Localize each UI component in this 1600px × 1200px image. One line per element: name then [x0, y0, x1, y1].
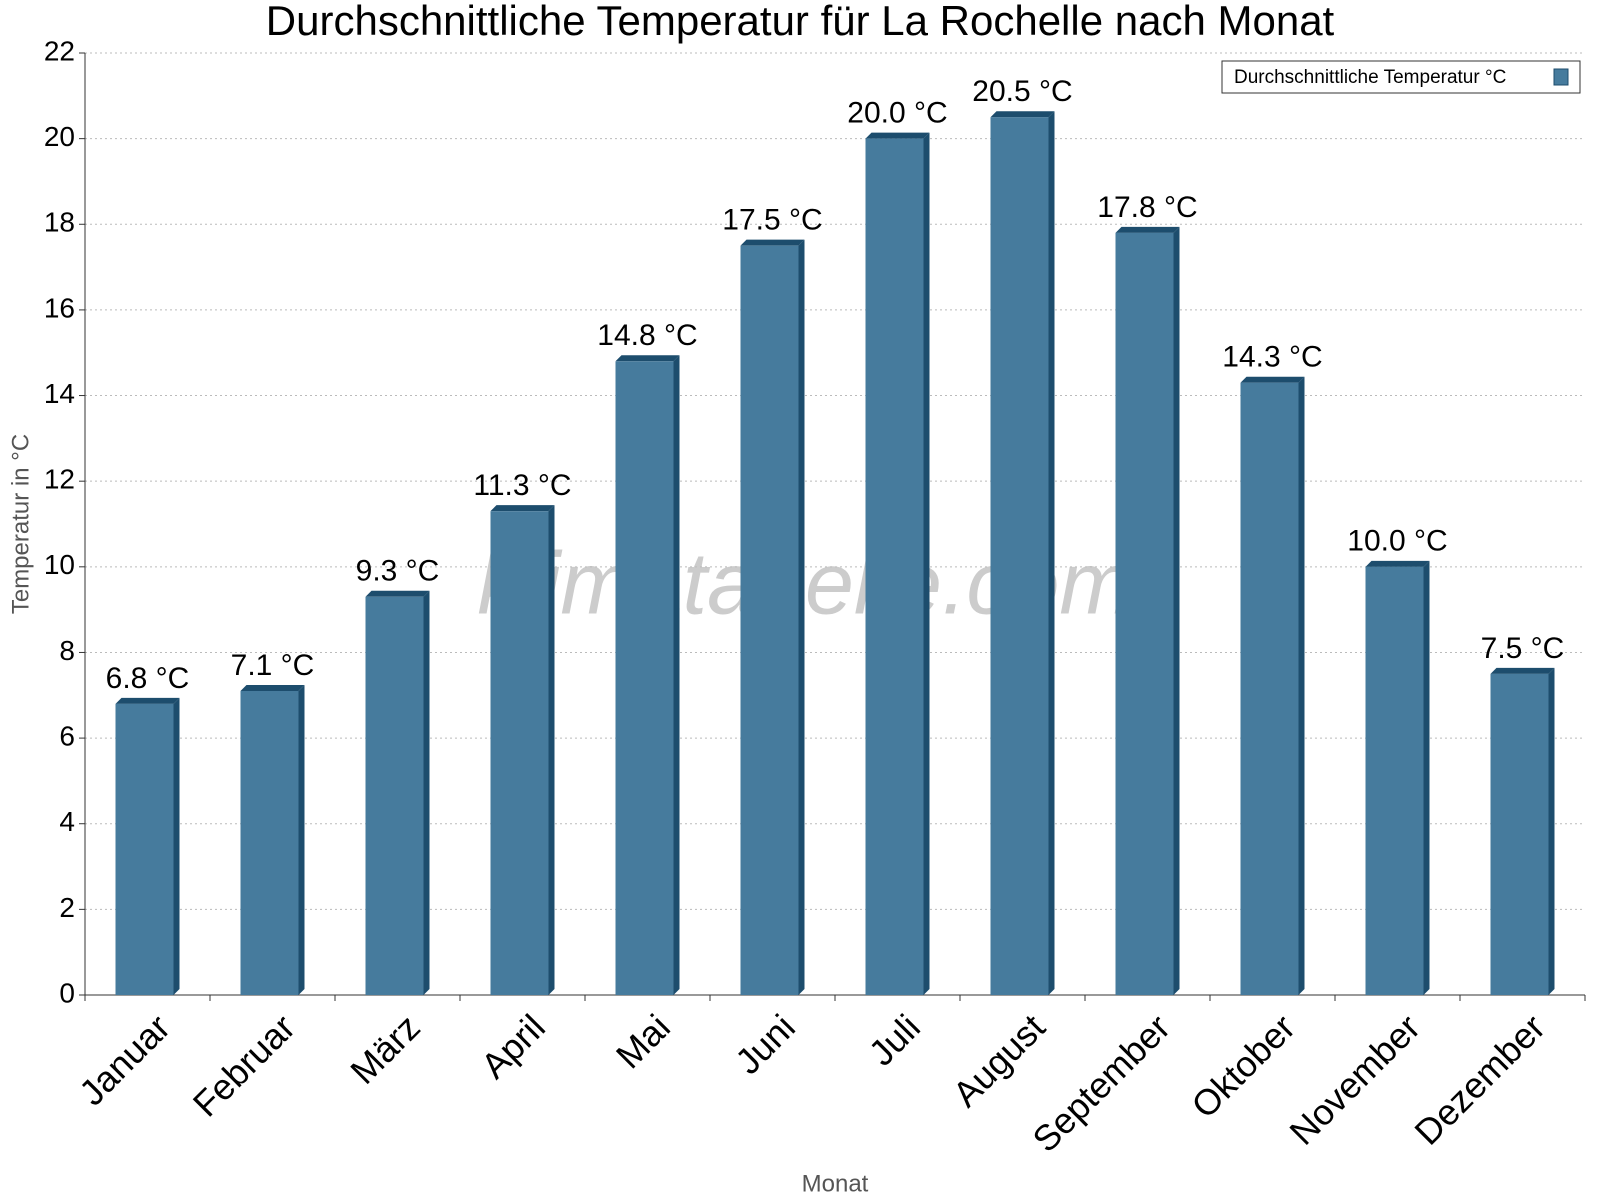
bar [115, 697, 180, 995]
y-tick-label: 4 [59, 806, 75, 837]
chart-title: Durchschnittliche Temperatur für La Roch… [266, 0, 1335, 44]
bar-side [298, 684, 305, 995]
value-label: 9.3 °C [356, 555, 440, 588]
bar-top [365, 590, 430, 597]
bar-side [1173, 226, 1180, 995]
x-tick-label: Juli [861, 1006, 928, 1073]
value-label: 10.0 °C [1347, 525, 1447, 558]
bar [740, 239, 805, 995]
y-tick-label: 0 [59, 977, 75, 1008]
value-label: 7.1 °C [231, 649, 315, 682]
bar [1115, 226, 1180, 995]
bar [1365, 560, 1430, 995]
bar-top [1365, 560, 1430, 567]
bar [615, 355, 680, 996]
bar-side [923, 132, 930, 996]
y-axis-title: Temperatur in °C [7, 434, 34, 614]
x-tick-label: Mai [608, 1006, 678, 1076]
bar-side [798, 239, 805, 995]
bar-top [865, 132, 930, 139]
bar-face [1115, 232, 1174, 995]
x-axis-title: Monat [802, 1170, 869, 1197]
bar [865, 132, 930, 996]
bar-face [240, 690, 299, 995]
bar [1240, 376, 1305, 995]
value-label: 11.3 °C [473, 469, 571, 502]
bar-top [1240, 376, 1305, 383]
bar-face [615, 361, 674, 996]
bar-side [1298, 376, 1305, 995]
y-tick-label: 2 [59, 892, 75, 923]
bar [490, 505, 555, 995]
legend-label: Durchschnittliche Temperatur °C [1234, 67, 1506, 88]
bar-face [1240, 382, 1299, 995]
y-tick-label: 12 [44, 464, 75, 495]
value-label: 14.3 °C [1222, 341, 1322, 374]
bar-side [173, 697, 180, 995]
bar-face [990, 117, 1049, 995]
bar [240, 684, 305, 995]
bar [990, 111, 1055, 995]
y-tick-label: 6 [59, 720, 75, 751]
bar-face [365, 596, 424, 995]
value-label: 17.5 °C [722, 204, 822, 237]
bar-face [1490, 673, 1549, 995]
bar-face [490, 511, 549, 995]
value-label: 17.8 °C [1097, 191, 1197, 224]
value-label: 14.8 °C [597, 319, 697, 352]
bar-side [423, 590, 430, 995]
value-label: 20.0 °C [847, 97, 947, 130]
x-tick-label: November [1281, 1006, 1427, 1152]
bar-top [1490, 667, 1555, 674]
legend-box [1221, 60, 1581, 94]
x-tick-label: Januar [71, 1006, 178, 1113]
bar-side [1423, 560, 1430, 995]
x-tick-label: Dezember [1406, 1006, 1552, 1152]
bar-side [673, 355, 680, 996]
y-tick-label: 8 [59, 635, 75, 666]
y-tick-label: 22 [44, 35, 75, 66]
bar-top [240, 684, 305, 691]
value-label: 20.5 °C [972, 75, 1072, 108]
y-tick-label: 18 [44, 207, 75, 238]
bar-top [740, 239, 805, 246]
y-tick-label: 10 [44, 549, 75, 580]
value-label: 6.8 °C [106, 662, 190, 695]
bar-face [1365, 566, 1424, 995]
bar-top [990, 111, 1055, 118]
bar-side [548, 505, 555, 995]
x-tick-label: März [342, 1006, 428, 1092]
bar [1490, 667, 1555, 995]
y-tick-label: 20 [44, 121, 75, 152]
bar [365, 590, 430, 995]
legend: Durchschnittliche Temperatur °C [1221, 60, 1581, 94]
bar-face [115, 703, 174, 995]
bar-top [115, 697, 180, 704]
legend-swatch [1553, 68, 1569, 86]
x-tick-label: Juni [727, 1006, 803, 1082]
bar-face [740, 245, 799, 995]
x-tick-label: Februar [185, 1006, 303, 1124]
bar-side [1548, 667, 1555, 995]
bar-top [1115, 226, 1180, 233]
x-tick-label: Oktober [1183, 1006, 1303, 1126]
bar-face [865, 138, 924, 996]
bar-top [615, 355, 680, 362]
x-tick-label: August [945, 1006, 1053, 1114]
x-tick-label: September [1024, 1006, 1178, 1160]
bar-top [490, 505, 555, 512]
y-tick-label: 14 [44, 378, 75, 409]
bar-side [1048, 111, 1055, 995]
y-tick-label: 16 [44, 292, 75, 323]
x-tick-label: April [473, 1006, 553, 1086]
value-label: 7.5 °C [1481, 632, 1565, 665]
